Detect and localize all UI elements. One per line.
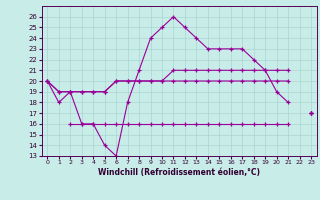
X-axis label: Windchill (Refroidissement éolien,°C): Windchill (Refroidissement éolien,°C) [98,168,260,177]
